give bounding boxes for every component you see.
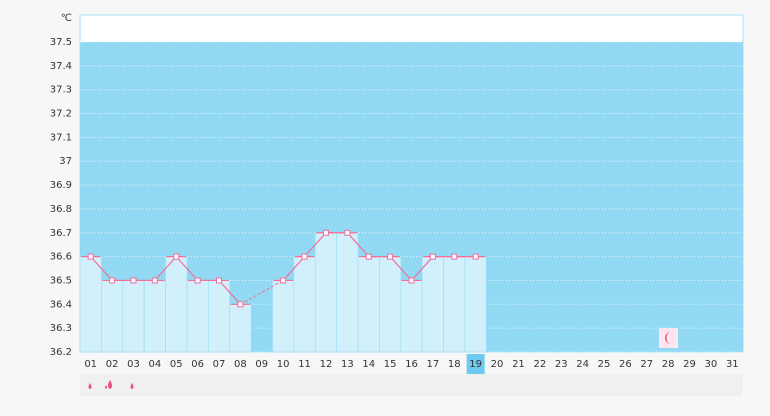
x-tick-label: 10: [277, 359, 290, 370]
bar: [79, 256, 102, 353]
point: [451, 253, 458, 260]
y-tick-label: 36.7: [50, 228, 72, 239]
x-tick-label: 27: [640, 359, 653, 370]
x-tick-label: 16: [405, 359, 418, 370]
x-tick-label: 29: [683, 359, 696, 370]
bar: [379, 256, 402, 353]
y-tick-label: 36.9: [50, 180, 72, 191]
x-tick-label: 17: [427, 359, 440, 370]
y-tick-label: 36.6: [50, 252, 72, 263]
x-tick-label: 28: [662, 359, 675, 370]
bar: [143, 280, 166, 353]
x-tick-label: 14: [362, 359, 375, 370]
y-tick-label: 37.5: [50, 37, 72, 48]
x-tick-label: 31: [726, 359, 739, 370]
x-tick-label: 07: [213, 359, 226, 370]
y-tick-label: 36.4: [50, 299, 72, 310]
bar: [186, 280, 209, 353]
y-tick-label: 37: [59, 156, 72, 167]
selected-day: [466, 354, 485, 374]
point: [173, 253, 180, 260]
x-tick-label: 13: [341, 359, 354, 370]
drop-icon: [88, 383, 92, 389]
x-tick-label: 04: [148, 359, 161, 370]
point: [280, 277, 287, 284]
y-axis-label: ℃: [61, 13, 72, 24]
x-tick-label: 19: [469, 359, 482, 370]
x-tick-label: 03: [127, 359, 140, 370]
point: [87, 253, 94, 260]
y-tick-label: 37.4: [50, 61, 72, 72]
bar: [336, 232, 359, 353]
drop-icon: [130, 383, 134, 389]
bar: [443, 256, 466, 353]
point: [344, 229, 351, 236]
x-tick-label: 30: [705, 359, 718, 370]
point: [472, 253, 479, 260]
point: [322, 229, 329, 236]
point: [387, 253, 394, 260]
point: [194, 277, 201, 284]
y-tick-label: 37.1: [50, 132, 72, 143]
bar: [208, 280, 231, 353]
symptom-row: [80, 374, 743, 396]
x-tick-label: 20: [491, 359, 504, 370]
bar: [464, 256, 487, 353]
bar: [229, 304, 252, 353]
point: [130, 277, 137, 284]
x-tick-label: 12: [320, 359, 333, 370]
y-tick-label: 36.2: [50, 347, 72, 358]
x-tick-label: 21: [512, 359, 525, 370]
x-tick-label: 02: [106, 359, 119, 370]
temperature-line: [282, 232, 476, 282]
point: [429, 253, 436, 260]
bar: [165, 256, 188, 353]
x-tick-label: 26: [619, 359, 632, 370]
bar: [101, 280, 124, 353]
moon-icon: [665, 332, 671, 344]
y-tick-label: 37.2: [50, 109, 72, 120]
y-tick-label: 37.3: [50, 85, 72, 96]
bar: [122, 280, 145, 353]
bar: [357, 256, 380, 353]
point: [151, 277, 158, 284]
bar: [293, 256, 316, 353]
x-tick-label: 24: [576, 359, 589, 370]
x-tick-label: 15: [384, 359, 397, 370]
point: [301, 253, 308, 260]
point: [237, 301, 244, 308]
bar: [272, 280, 295, 353]
y-tick-label: 36.5: [50, 275, 72, 286]
point: [365, 253, 372, 260]
y-tick-label: 36.3: [50, 323, 72, 334]
bar: [400, 280, 423, 353]
moon-badge: [659, 328, 678, 348]
x-tick-label: 18: [448, 359, 461, 370]
x-tick-label: 25: [598, 359, 611, 370]
bar: [421, 256, 444, 353]
point: [109, 277, 116, 284]
gap-connector: [240, 280, 284, 305]
bar: [314, 232, 337, 353]
drop-icon: [105, 380, 112, 389]
x-tick-label: 06: [191, 359, 204, 370]
point: [216, 277, 223, 284]
x-tick-label: 11: [298, 359, 311, 370]
x-tick-label: 22: [533, 359, 546, 370]
y-tick-label: 36.8: [50, 204, 72, 215]
x-tick-label: 05: [170, 359, 183, 370]
x-tick-label: 01: [84, 359, 97, 370]
x-tick-label: 09: [255, 359, 268, 370]
x-tick-label: 23: [555, 359, 568, 370]
point: [408, 277, 415, 284]
x-tick-label: 08: [234, 359, 247, 370]
